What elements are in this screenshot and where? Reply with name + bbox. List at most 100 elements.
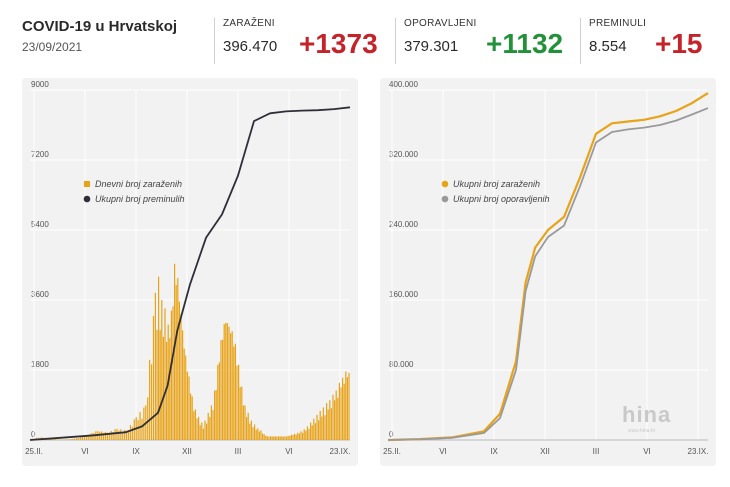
data-bar — [268, 436, 270, 440]
data-bar — [149, 359, 151, 440]
data-bar — [78, 438, 80, 440]
data-bar — [279, 436, 281, 440]
data-bar — [175, 285, 177, 440]
data-bar — [287, 435, 289, 440]
data-bar — [289, 436, 291, 440]
data-bar — [141, 418, 143, 440]
data-bar — [334, 400, 336, 440]
data-bar — [164, 308, 166, 440]
data-bar — [53, 439, 55, 440]
data-bar — [226, 323, 228, 440]
series-line — [29, 106, 351, 441]
data-bar — [332, 394, 334, 440]
data-bar — [260, 430, 262, 440]
data-bar — [340, 387, 342, 440]
data-bar — [108, 432, 110, 440]
legend-label: Ukupni broj oporavljenih — [453, 194, 550, 204]
data-bar — [257, 428, 259, 440]
x-tick-label: VI — [81, 447, 89, 456]
data-bar — [99, 431, 101, 440]
data-bar — [104, 431, 107, 440]
data-bar — [83, 436, 85, 440]
data-bar — [76, 438, 78, 440]
header: COVID-19 u Hrvatskoj 23/09/2021 ZARAŽENI… — [0, 0, 730, 72]
data-bar — [345, 371, 347, 440]
data-bar — [220, 340, 222, 440]
data-bar — [282, 436, 284, 440]
data-bar — [68, 439, 70, 440]
data-bar — [196, 418, 198, 440]
data-bar — [156, 329, 158, 440]
data-bar — [194, 409, 196, 440]
data-bar — [343, 383, 345, 440]
data-bar — [308, 428, 310, 440]
data-bar — [85, 435, 87, 440]
page-title: COVID-19 u Hrvatskoj — [22, 18, 178, 35]
data-bar — [222, 339, 224, 440]
data-bar — [330, 408, 332, 440]
data-bar — [137, 420, 139, 440]
data-bar — [120, 429, 122, 440]
data-bar — [255, 429, 257, 440]
data-bar — [290, 434, 292, 440]
data-bar — [252, 427, 254, 440]
stat-zarazeni: ZARAŽENI 396.470 +1373 — [214, 18, 391, 64]
data-bar — [162, 336, 164, 440]
data-bar — [342, 377, 344, 440]
data-bar — [210, 405, 212, 440]
data-bar — [186, 371, 188, 440]
data-bar — [305, 430, 307, 440]
data-bar — [241, 386, 243, 440]
legend-swatch — [84, 181, 90, 187]
y-tick-label: 320.000 — [389, 150, 418, 159]
series-line — [387, 92, 709, 442]
y-tick-label: 9000 — [31, 80, 49, 89]
data-bar — [154, 292, 156, 440]
hina-logo: hina — [622, 402, 672, 427]
data-bar — [266, 436, 268, 440]
y-tick-label: 1800 — [31, 360, 49, 369]
data-bar — [172, 306, 174, 440]
data-bar — [250, 420, 252, 440]
data-bar — [93, 433, 95, 440]
data-bar — [284, 436, 286, 440]
data-bar — [270, 436, 272, 440]
data-bar — [348, 372, 350, 440]
data-bar — [313, 418, 315, 440]
data-bar — [300, 431, 302, 440]
report-date: 23/09/2021 — [22, 40, 83, 54]
data-bar — [274, 436, 276, 440]
data-bar — [66, 439, 68, 440]
data-bar — [190, 393, 192, 440]
data-bar — [254, 424, 256, 440]
data-bar — [273, 436, 275, 440]
y-tick-label: 5400 — [31, 220, 49, 229]
data-bar — [72, 438, 74, 440]
data-bar — [225, 322, 227, 440]
data-bar — [303, 429, 305, 440]
data-bar — [242, 405, 244, 440]
data-bar — [294, 433, 296, 440]
stat-label: OPORAVLJENI — [404, 18, 477, 29]
data-bar — [124, 429, 126, 440]
x-tick-label: 23.IX. — [330, 447, 351, 456]
data-bar — [335, 390, 337, 440]
data-bar — [233, 346, 235, 440]
stat-label: ZARAŽENI — [223, 18, 275, 29]
data-bar — [286, 436, 288, 440]
data-bar — [198, 416, 200, 440]
data-bar — [231, 331, 233, 440]
data-bar — [228, 326, 230, 440]
data-bar — [177, 278, 179, 440]
data-bar — [314, 423, 316, 440]
data-bar — [159, 330, 161, 440]
data-bar — [169, 338, 171, 440]
data-bar — [106, 432, 108, 440]
stat-delta: +1132 — [486, 28, 564, 59]
y-tick-label: 240.000 — [389, 220, 418, 229]
data-bar — [182, 330, 184, 440]
data-bar — [239, 387, 241, 440]
data-bar — [311, 425, 313, 440]
data-bar — [247, 412, 249, 440]
